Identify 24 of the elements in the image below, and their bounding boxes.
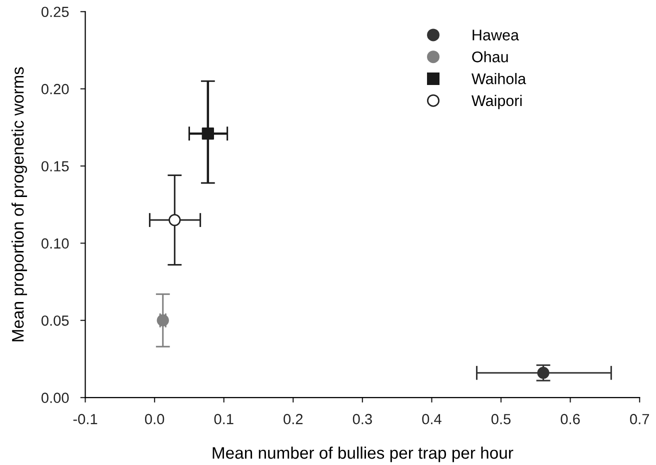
x-tick-label: 0.6 xyxy=(560,414,580,424)
x-tick-label: 0.4 xyxy=(422,414,442,424)
y-tick-label: 0.05 xyxy=(41,315,69,326)
x-axis-title: Mean number of bullies per trap per hour xyxy=(212,446,514,462)
x-tick-label: 0.7 xyxy=(630,414,650,424)
point xyxy=(156,314,169,326)
legend-label: Waihola xyxy=(472,72,526,84)
point xyxy=(202,128,214,140)
x-tick-label: 0.2 xyxy=(284,414,303,424)
x-tick-label: 0.3 xyxy=(352,414,372,424)
x-tick-label: 0.5 xyxy=(491,414,511,424)
y-tick-label: 0.00 xyxy=(41,392,69,404)
y-tick-label: 0.25 xyxy=(41,6,69,18)
y-tick-label: 0.15 xyxy=(41,161,69,172)
legend-label: Waipori xyxy=(472,94,522,110)
x-tick-label: 0.1 xyxy=(214,414,234,424)
y-tick-label: 0.10 xyxy=(41,238,69,249)
legend-label: Hawea xyxy=(472,30,520,40)
y-axis-title: Mean proportion of progenetic worms xyxy=(12,67,28,342)
legend-label: Ohau xyxy=(472,51,508,62)
x-tick-label: 0.0 xyxy=(145,414,164,424)
point xyxy=(168,214,181,226)
y-tick-label: 0.20 xyxy=(41,84,69,94)
x-tick-label: -0.1 xyxy=(73,414,98,424)
